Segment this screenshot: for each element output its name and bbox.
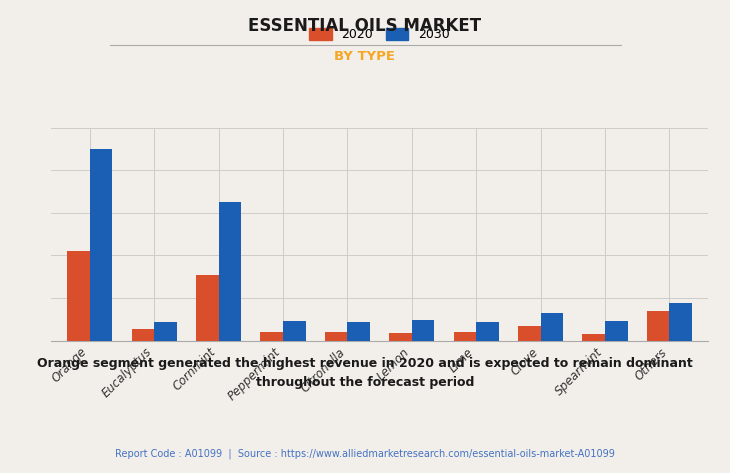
Bar <box>283 322 306 341</box>
Bar <box>647 311 669 341</box>
Bar <box>412 320 434 341</box>
Bar <box>605 322 628 341</box>
Bar <box>154 323 177 341</box>
Text: ESSENTIAL OILS MARKET: ESSENTIAL OILS MARKET <box>248 17 482 35</box>
Bar <box>583 334 605 341</box>
Bar <box>476 322 499 341</box>
Bar <box>218 202 241 341</box>
Text: Report Code : A01099  |  Source : https://www.alliedmarketresearch.com/essential: Report Code : A01099 | Source : https://… <box>115 448 615 459</box>
Bar <box>67 251 90 341</box>
Bar <box>541 313 563 341</box>
Bar <box>518 326 541 341</box>
Bar <box>389 333 412 341</box>
Legend: 2020, 2030: 2020, 2030 <box>304 23 455 46</box>
Bar <box>669 303 692 341</box>
Bar <box>131 329 154 341</box>
Text: Orange segment generated the highest revenue in 2020 and is expected to remain d: Orange segment generated the highest rev… <box>37 357 693 389</box>
Bar <box>347 323 370 341</box>
Bar <box>325 333 347 341</box>
Bar <box>196 274 218 341</box>
Bar <box>261 332 283 341</box>
Bar <box>453 332 476 341</box>
Text: BY TYPE: BY TYPE <box>334 50 396 62</box>
Bar <box>90 149 112 341</box>
